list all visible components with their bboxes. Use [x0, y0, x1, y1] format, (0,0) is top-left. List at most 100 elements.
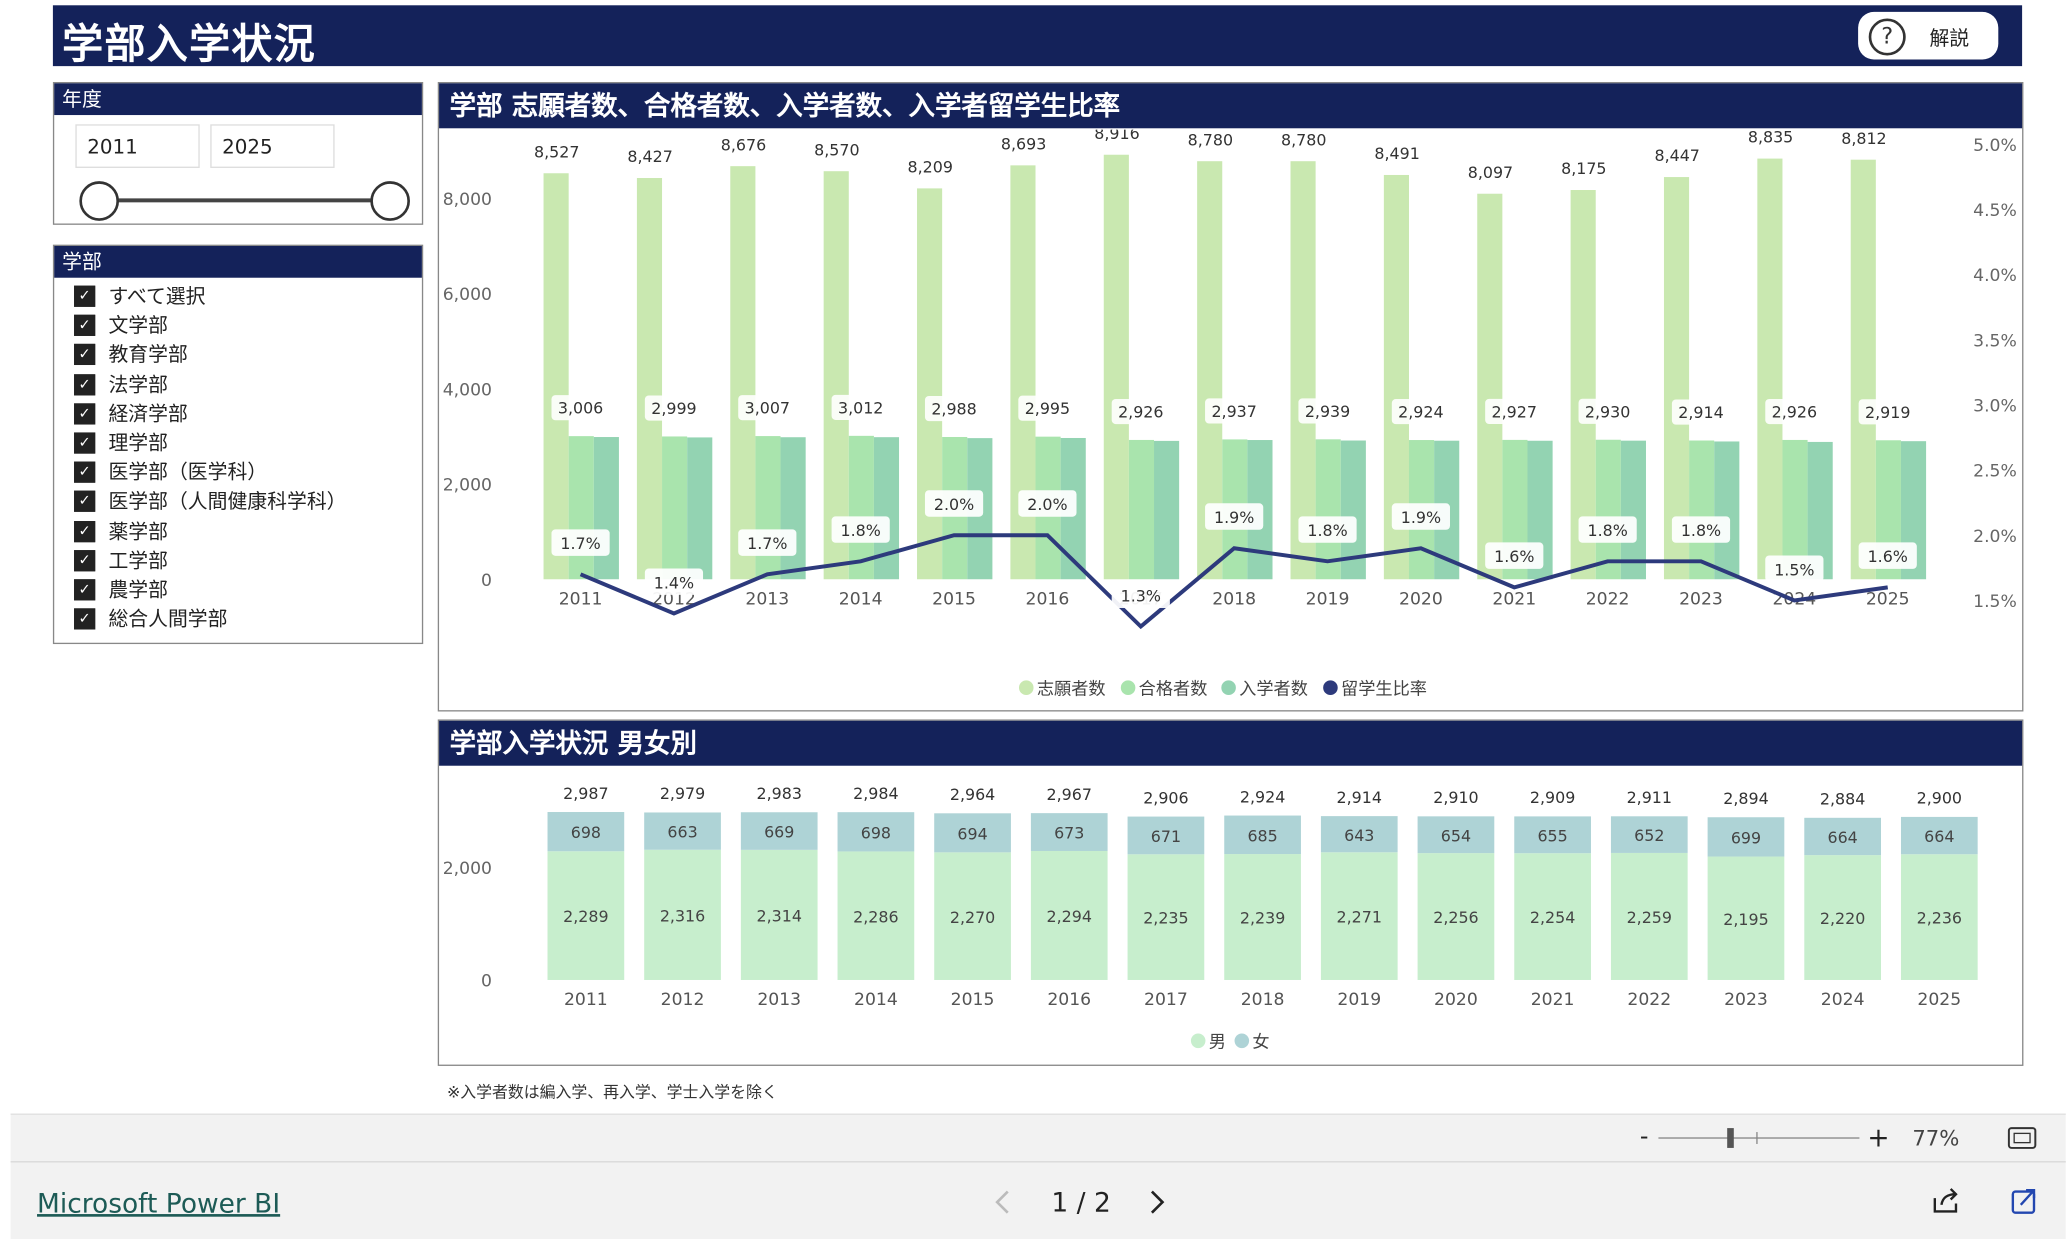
- female-data-label: 655: [1537, 826, 1567, 845]
- legend-label: 志願者数: [1037, 679, 1106, 699]
- checkbox-checked-icon[interactable]: ✓: [74, 520, 96, 542]
- legend-label: 女: [1252, 1032, 1269, 1052]
- male-data-label: 2,270: [950, 908, 995, 927]
- male-bar: [1030, 850, 1108, 980]
- year-slicer: 年度 2011 2025: [52, 81, 424, 225]
- legend-label: 合格者数: [1139, 679, 1208, 699]
- zoom-slider[interactable]: [1658, 1137, 1860, 1139]
- help-button[interactable]: ? 解説: [1858, 11, 1999, 60]
- prev-page-icon[interactable]: [993, 1189, 1012, 1215]
- power-bi-link[interactable]: Microsoft Power BI: [37, 1187, 281, 1220]
- dept-slicer-title: 学部: [54, 245, 422, 278]
- checkbox-checked-icon[interactable]: ✓: [74, 285, 96, 307]
- applicants-data-label: 8,780: [1188, 130, 1233, 149]
- fit-to-page-icon[interactable]: [2007, 1127, 2037, 1151]
- dept-option-label: 文学部: [108, 313, 168, 338]
- female-bar: [1030, 813, 1108, 851]
- year-slider-start-handle[interactable]: [79, 181, 120, 221]
- bar-0: [543, 173, 569, 580]
- dept-option-label: 法学部: [108, 372, 168, 397]
- checkbox-checked-icon[interactable]: ✓: [74, 608, 96, 630]
- next-page-icon[interactable]: [1148, 1189, 1167, 1215]
- chart-applicants-panel: 学部 志願者数、合格者数、入学者数、入学者留学生比率 0 2,000 4,000 6,…: [437, 81, 2024, 712]
- year-from-input[interactable]: 2011: [75, 124, 200, 168]
- male-bar: [1514, 853, 1591, 980]
- passed-data-label: 2,988: [931, 400, 976, 419]
- x-tick-label: 2019: [1306, 589, 1350, 609]
- male-bar: [1707, 856, 1785, 980]
- y-tick-label: 4,000: [443, 380, 492, 400]
- y-tick-label: 2,000: [443, 859, 492, 879]
- passed-data-label: 2,924: [1398, 403, 1443, 422]
- male-bar: [547, 851, 625, 980]
- passed-data-label: 3,007: [745, 399, 790, 418]
- x-tick-label: 2021: [1492, 589, 1536, 609]
- year-to-input[interactable]: 2025: [210, 124, 335, 168]
- total-data-label: 2,914: [1337, 788, 1382, 807]
- dept-option-label: 薬学部: [108, 519, 168, 544]
- y-tick-label: 6,000: [443, 285, 492, 305]
- male-bar: [1610, 852, 1688, 980]
- ratio-label-bg: [1671, 516, 1731, 543]
- male-bar: [1127, 854, 1205, 980]
- year-slicer-title: 年度: [54, 83, 422, 116]
- total-data-label: 2,910: [1433, 788, 1478, 807]
- dept-option-label: 総合人間学部: [108, 607, 228, 632]
- y2-tick-label: 4.5%: [1973, 201, 2017, 221]
- total-data-label: 2,906: [1143, 788, 1188, 807]
- applicants-data-label: 8,427: [627, 147, 672, 166]
- ratio-data-label: 1.5%: [1774, 560, 1814, 579]
- checkbox-checked-icon[interactable]: ✓: [74, 549, 96, 572]
- zoom-slider-thumb[interactable]: [1727, 1128, 1734, 1148]
- checkbox-checked-icon[interactable]: ✓: [74, 373, 96, 395]
- checkbox-checked-icon[interactable]: ✓: [74, 315, 96, 337]
- x-tick-label: 2011: [559, 589, 603, 609]
- checkbox-checked-icon[interactable]: ✓: [74, 344, 96, 366]
- zoom-out-button[interactable]: -: [1639, 1122, 1649, 1151]
- bar-0: [1477, 193, 1503, 580]
- bar-2: [780, 437, 806, 580]
- y2-tick-label: 5.0%: [1973, 136, 2017, 156]
- ratio-data-label: 1.6%: [1494, 547, 1534, 566]
- checkbox-checked-icon[interactable]: ✓: [74, 491, 96, 513]
- bar-0: [1757, 158, 1783, 580]
- x-tick-label: 2013: [745, 589, 789, 609]
- ratio-data-label: 1.7%: [560, 534, 600, 553]
- chart-gender-panel: 学部入学状況 男女別 0 2,000 2,289 698 2,987 2011 2,316 6…: [437, 719, 2024, 1066]
- female-data-label: 698: [861, 823, 891, 842]
- y-tick-label: 0: [481, 571, 492, 591]
- checkbox-checked-icon[interactable]: ✓: [74, 432, 96, 454]
- checkbox-checked-icon[interactable]: ✓: [74, 579, 96, 601]
- female-data-label: 663: [667, 823, 697, 842]
- total-data-label: 2,894: [1723, 789, 1768, 808]
- year-slider-end-handle[interactable]: [370, 181, 410, 221]
- footnote: ※入学者数は編入学、再入学、学士入学を除く: [447, 1083, 778, 1102]
- male-data-label: 2,286: [853, 907, 898, 926]
- passed-data-label: 3,006: [558, 399, 603, 418]
- legend-marker: [1190, 1033, 1206, 1049]
- zoom-slider-tick: [1756, 1132, 1758, 1144]
- ratio-data-label: 1.8%: [1681, 521, 1721, 540]
- ratio-label-bg: [1205, 503, 1264, 530]
- checkbox-checked-icon[interactable]: ✓: [74, 461, 96, 483]
- applicants-data-label: 8,693: [1001, 134, 1046, 153]
- open-in-new-icon[interactable]: [2010, 1186, 2039, 1215]
- dept-option-label: 教育学部: [108, 343, 188, 367]
- zoom-in-button[interactable]: +: [1867, 1121, 1890, 1154]
- bar-1: [755, 436, 781, 580]
- x-tick-label: 2013: [757, 990, 801, 1010]
- help-label: 解説: [1929, 26, 1970, 51]
- footer-bar: Microsoft Power BI 1 / 2: [10, 1161, 2066, 1239]
- applicants-data-label: 8,447: [1654, 146, 1699, 165]
- share-icon[interactable]: [1931, 1186, 1963, 1215]
- passed-data-label: 2,914: [1678, 403, 1723, 422]
- female-bar: [740, 812, 818, 850]
- x-tick-label: 2011: [564, 990, 608, 1010]
- checkbox-checked-icon[interactable]: ✓: [74, 403, 96, 425]
- passed-label-bg: [1858, 399, 1917, 425]
- applicants-data-label: 8,676: [721, 135, 766, 154]
- male-data-label: 2,314: [757, 907, 802, 926]
- female-data-label: 669: [764, 823, 794, 842]
- passed-label-bg: [738, 395, 797, 421]
- year-slider-track[interactable]: [97, 198, 392, 203]
